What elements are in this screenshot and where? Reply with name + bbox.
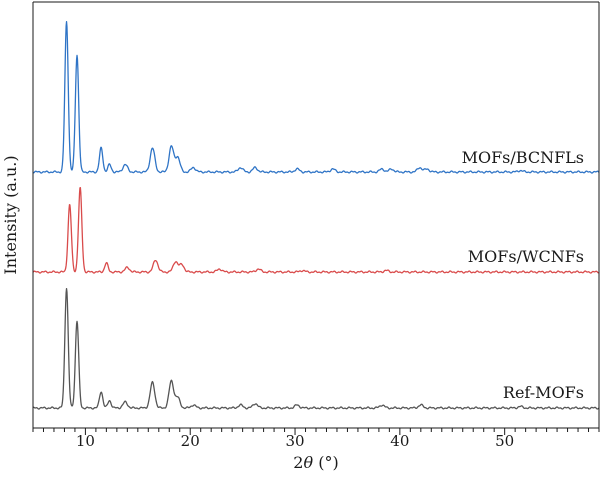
axes — [32, 1, 600, 429]
series-trace-mofs-wcnfs — [32, 186, 600, 274]
x-tick-label: 20 — [181, 432, 200, 450]
series-label: MOFs/BCNFLs — [462, 148, 584, 167]
x-axis-title: 2θ (°) — [293, 453, 338, 472]
series-labels: MOFs/BCNFLs MOFs/WCNFs Ref-MOFs — [462, 148, 584, 402]
x-tick-label: 10 — [76, 432, 95, 450]
x-ticks: 10 20 30 40 50 — [32, 428, 600, 450]
y-axis-title: Intensity (a.u.) — [1, 155, 20, 274]
x-tick-label: 40 — [390, 432, 409, 450]
series-traces — [32, 21, 600, 410]
x-tick-label: 30 — [285, 432, 304, 450]
series-label: MOFs/WCNFs — [468, 247, 584, 266]
series-trace-mofs-bcnfls — [32, 21, 600, 174]
x-tick-label: 50 — [495, 432, 514, 450]
series-label: Ref-MOFs — [503, 383, 584, 402]
series-trace-ref-mofs — [32, 287, 600, 410]
